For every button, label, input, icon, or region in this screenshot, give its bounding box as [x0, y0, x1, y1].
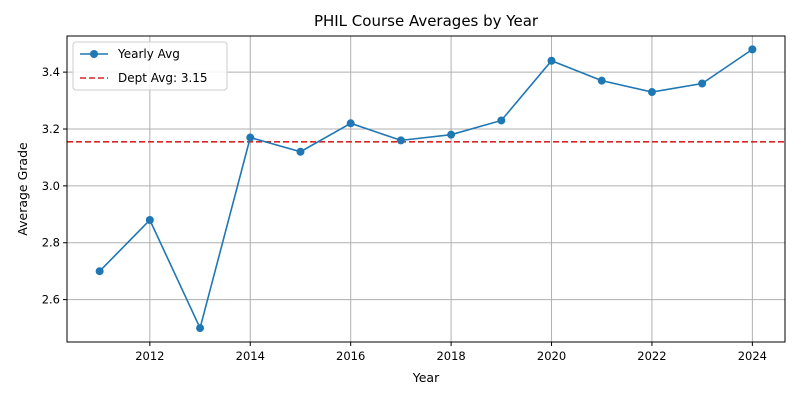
- data-point: [597, 76, 606, 85]
- x-tick-label: 2012: [135, 349, 164, 363]
- plot-frame: [66, 35, 786, 343]
- legend: Yearly Avg Dept Avg: 3.15: [72, 41, 228, 91]
- series: [95, 45, 757, 333]
- y-tick-label: 2.6: [42, 293, 60, 307]
- data-point: [497, 116, 506, 125]
- x-tick-label: 2014: [236, 349, 265, 363]
- x-tick-label: 2018: [436, 349, 465, 363]
- x-tick-label: 2024: [738, 349, 767, 363]
- x-tick-label: 2022: [637, 349, 666, 363]
- data-point: [396, 136, 405, 145]
- data-point: [145, 215, 154, 224]
- data-point: [246, 133, 255, 142]
- data-point: [296, 147, 305, 156]
- x-axis-label: Year: [412, 370, 440, 385]
- y-tick-label: 3.2: [42, 122, 60, 136]
- x-tick-label: 2016: [336, 349, 365, 363]
- y-tick-label: 3.0: [42, 179, 60, 193]
- y-tick-label: 2.8: [42, 236, 60, 250]
- y-ticks: 2.6 2.8 3.0 3.2 3.4: [42, 65, 67, 307]
- x-tick-label: 2020: [537, 349, 566, 363]
- chart-title: PHIL Course Averages by Year: [314, 12, 539, 30]
- legend-marker-yearly-avg: [90, 50, 98, 58]
- data-point: [196, 324, 205, 333]
- data-point: [647, 88, 656, 97]
- legend-box: [72, 41, 228, 91]
- y-axis-label: Average Grade: [15, 142, 30, 236]
- data-point: [547, 56, 556, 65]
- data-point: [748, 45, 757, 54]
- data-point: [95, 267, 104, 276]
- legend-label-yearly-avg: Yearly Avg: [117, 47, 180, 61]
- data-point: [447, 130, 456, 139]
- legend-label-dept-avg: Dept Avg: 3.15: [118, 71, 208, 85]
- x-ticks: 2012 2014 2016 2018 2020 2022 2024: [135, 342, 767, 363]
- series-line-yearly-avg: [99, 48, 753, 331]
- data-point: [346, 119, 355, 128]
- data-point: [698, 79, 707, 88]
- y-tick-label: 3.4: [42, 65, 60, 79]
